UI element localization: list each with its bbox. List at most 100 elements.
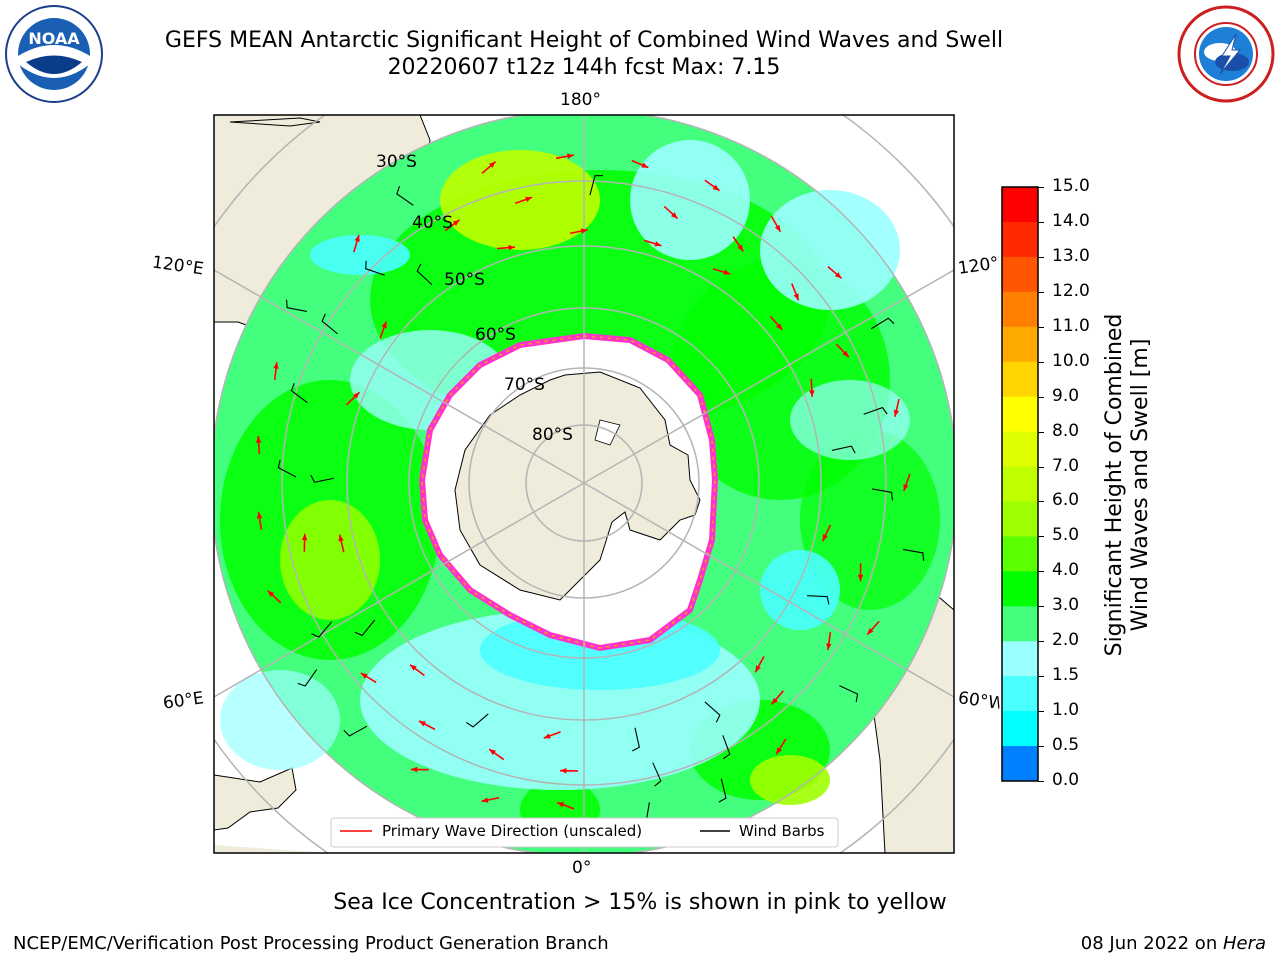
wave-arrow-head (255, 436, 262, 443)
lon-label-180: 180° (560, 90, 601, 110)
colorbar-tick-label: 8.0 (1052, 420, 1080, 441)
colorbar-tick-label: 13.0 (1052, 245, 1090, 266)
wave-arrow-head (338, 534, 344, 542)
colorbar-segment (1002, 431, 1038, 468)
colorbar-tick-label: 2.0 (1052, 630, 1080, 651)
wave-arrow-head (893, 409, 900, 417)
wind-barb (365, 260, 385, 276)
legend-wave-label: Primary Wave Direction (unscaled) (382, 822, 643, 840)
colorbar-segment (1002, 641, 1038, 677)
colorbar-segment (1002, 536, 1038, 572)
wave-arrow-head (567, 153, 574, 159)
wind-barbs (277, 175, 925, 824)
wind-barb (704, 701, 721, 723)
wind-barb (466, 713, 489, 728)
wave-arrow-head (776, 747, 782, 755)
wave-arrow-head (723, 269, 731, 275)
wind-barb (277, 459, 297, 478)
wave-arrow-head (580, 228, 588, 234)
colorbar-tick-label: 12.0 (1052, 280, 1090, 301)
wind-barb (354, 619, 376, 637)
wind-barb (871, 488, 893, 501)
colorbar-segment (1002, 466, 1038, 502)
wave-arrow-head (410, 766, 418, 773)
colorbar-tick-label: 14.0 (1052, 210, 1090, 231)
colorbar-segment (1002, 571, 1038, 607)
colorbar-segment (1002, 187, 1038, 223)
colorbar-label-line2: Wind Waves and Swell [m] (1128, 338, 1153, 632)
wind-barb (903, 548, 925, 561)
wind-barb (589, 175, 604, 196)
wind-barb (311, 621, 333, 638)
wave-arrow-head (641, 162, 649, 168)
wind-barb (718, 778, 727, 803)
wave-arrow-head (903, 483, 909, 491)
wave-arrow-head (267, 590, 275, 598)
colorbar-segment (1002, 221, 1038, 258)
noaa-logo: NOAA (5, 5, 103, 103)
wave-arrow-head (301, 533, 308, 541)
colorbar-segment (1002, 291, 1038, 328)
wind-barb (285, 299, 307, 312)
wave-arrow-head (793, 293, 799, 301)
wave-arrow-head (354, 234, 360, 242)
wave-arrow-head (557, 802, 565, 808)
wave-arrow-head (670, 212, 678, 219)
colorbar-tick-label: 4.0 (1052, 560, 1080, 581)
wind-barb (310, 474, 335, 483)
wave-arrow-head (489, 749, 496, 756)
wave-arrow-head (776, 323, 783, 330)
wind-barb (722, 735, 731, 760)
colorbar-tick-label: 10.0 (1052, 350, 1090, 371)
colorbar (1001, 186, 1039, 782)
colorbar-tick-label: 5.0 (1052, 525, 1080, 546)
wind-barb (290, 383, 308, 404)
wave-arrow-head (809, 390, 815, 397)
wave-arrow-head (381, 321, 387, 329)
footer-host: Hera (1222, 933, 1266, 954)
colorbar-tick-label: 3.0 (1052, 595, 1080, 616)
wave-arrow-head (822, 534, 828, 542)
wave-arrow-head (826, 643, 832, 650)
wave-arrow-head (452, 219, 460, 226)
wave-arrow-head (409, 664, 417, 671)
lat-label-30s: 30°S (376, 152, 417, 172)
wave-arrow-head (654, 241, 662, 247)
wind-barb (343, 725, 368, 737)
colorbar-tick-label: 0.5 (1052, 735, 1080, 756)
colorbar-segment (1002, 361, 1038, 398)
lat-label-70s: 70°S (504, 375, 545, 395)
colorbar-segment (1002, 711, 1038, 747)
land-africa (214, 767, 297, 831)
colorbar-tick-label: 1.0 (1052, 700, 1080, 721)
wind-barb (863, 406, 888, 415)
wind-barb (297, 669, 318, 687)
wave-arrow-head (755, 665, 761, 673)
map-legend (330, 817, 839, 848)
colorbar-segment (1002, 256, 1038, 293)
caption: Sea Ice Concentration > 15% is shown in … (333, 890, 947, 915)
wind-barb (396, 186, 414, 206)
wave-arrow-head (857, 574, 864, 582)
wave-arrow-head (508, 244, 516, 251)
wind-barb (321, 313, 338, 335)
colorbar-segment (1002, 606, 1038, 642)
footer-date: 08 Jun 2022 on (1080, 933, 1223, 954)
wind-barb (839, 685, 859, 703)
colorbar-segment (1002, 396, 1038, 433)
wave-arrow-head (737, 244, 744, 252)
colorbar-segment (1002, 326, 1038, 363)
legend-barb-label: Wind Barbs (739, 822, 825, 840)
colorbar-tick-label: 1.5 (1052, 665, 1080, 686)
colorbar-tick-label: 0.0 (1052, 770, 1080, 790)
colorbar-segment (1002, 746, 1038, 782)
colorbar-segment (1002, 676, 1038, 712)
colorbar-tick-label: 6.0 (1052, 490, 1080, 511)
wave-arrow-head (771, 697, 778, 705)
wave-arrow-head (867, 628, 874, 635)
footer-right: 08 Jun 2022 on Hera (1081, 933, 1266, 954)
colorbar-segment (1002, 501, 1038, 537)
wave-arrow-head (834, 272, 842, 279)
map-frame (213, 114, 955, 854)
